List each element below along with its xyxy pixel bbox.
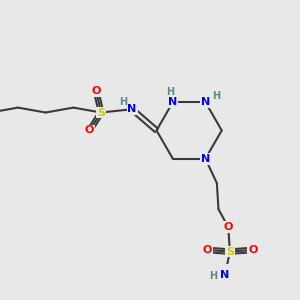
Text: N: N xyxy=(201,154,210,164)
Text: N: N xyxy=(168,97,178,107)
Text: O: O xyxy=(85,125,94,135)
Text: O: O xyxy=(224,222,233,232)
Text: N: N xyxy=(220,270,230,280)
Text: S: S xyxy=(97,107,105,118)
Text: H: H xyxy=(166,87,174,97)
Text: O: O xyxy=(248,245,257,255)
Text: O: O xyxy=(202,245,212,255)
Text: S: S xyxy=(226,247,234,256)
Text: H: H xyxy=(119,97,127,107)
Text: H: H xyxy=(209,271,217,281)
Text: H: H xyxy=(212,91,220,101)
Text: O: O xyxy=(92,86,101,96)
Text: N: N xyxy=(128,104,137,114)
Text: N: N xyxy=(201,97,210,107)
